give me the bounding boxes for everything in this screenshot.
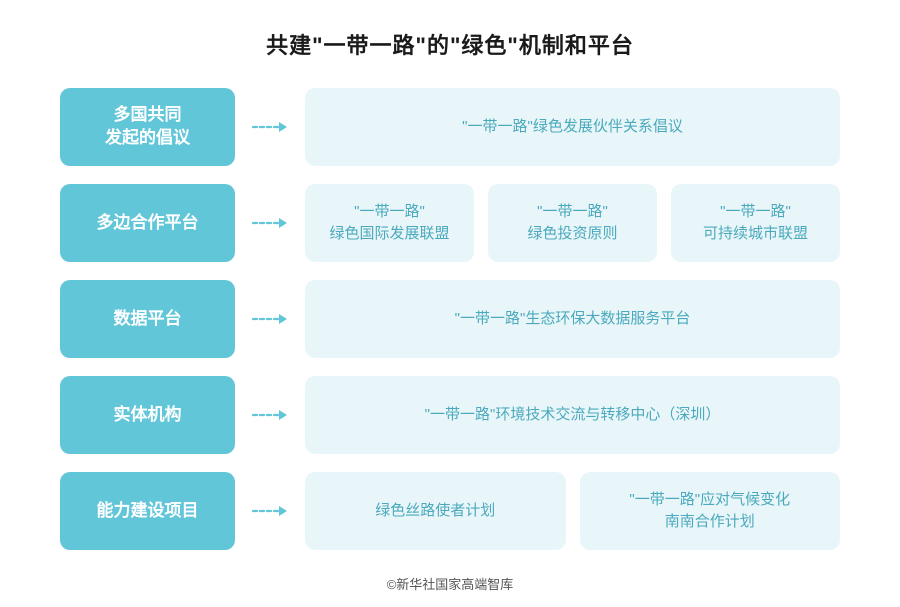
arrow-icon xyxy=(249,280,291,358)
diagram-row: 多边合作平台 "一带一路"绿色国际发展联盟"一带一路"绿色投资原则"一带一路"可… xyxy=(60,184,840,262)
items-container: "一带一路"绿色国际发展联盟"一带一路"绿色投资原则"一带一路"可持续城市联盟 xyxy=(305,184,840,262)
item-box: 绿色丝路使者计划 xyxy=(305,472,566,550)
arrow-icon xyxy=(249,376,291,454)
category-box: 实体机构 xyxy=(60,376,235,454)
category-box: 能力建设项目 xyxy=(60,472,235,550)
diagram-rows: 多国共同发起的倡议 "一带一路"绿色发展伙伴关系倡议多边合作平台 "一带一路"绿… xyxy=(60,88,840,550)
diagram-row: 能力建设项目 绿色丝路使者计划"一带一路"应对气候变化南南合作计划 xyxy=(60,472,840,550)
item-box: "一带一路"可持续城市联盟 xyxy=(671,184,840,262)
items-container: "一带一路"生态环保大数据服务平台 xyxy=(305,280,840,358)
credit-line: ©新华社国家高端智库 xyxy=(387,574,514,593)
category-box: 多国共同发起的倡议 xyxy=(60,88,235,166)
page-title: 共建"一带一路"的"绿色"机制和平台 xyxy=(266,28,634,60)
item-box: "一带一路"绿色国际发展联盟 xyxy=(305,184,474,262)
diagram-row: 实体机构 "一带一路"环境技术交流与转移中心（深圳） xyxy=(60,376,840,454)
item-box: "一带一路"生态环保大数据服务平台 xyxy=(305,280,840,358)
item-box: "一带一路"环境技术交流与转移中心（深圳） xyxy=(305,376,840,454)
item-box: "一带一路"绿色发展伙伴关系倡议 xyxy=(305,88,840,166)
item-box: "一带一路"绿色投资原则 xyxy=(488,184,657,262)
category-box: 数据平台 xyxy=(60,280,235,358)
category-box: 多边合作平台 xyxy=(60,184,235,262)
diagram-row: 数据平台 "一带一路"生态环保大数据服务平台 xyxy=(60,280,840,358)
arrow-icon xyxy=(249,88,291,166)
item-box: "一带一路"应对气候变化南南合作计划 xyxy=(580,472,841,550)
arrow-icon xyxy=(249,472,291,550)
diagram-row: 多国共同发起的倡议 "一带一路"绿色发展伙伴关系倡议 xyxy=(60,88,840,166)
items-container: "一带一路"绿色发展伙伴关系倡议 xyxy=(305,88,840,166)
items-container: "一带一路"环境技术交流与转移中心（深圳） xyxy=(305,376,840,454)
items-container: 绿色丝路使者计划"一带一路"应对气候变化南南合作计划 xyxy=(305,472,840,550)
arrow-icon xyxy=(249,184,291,262)
